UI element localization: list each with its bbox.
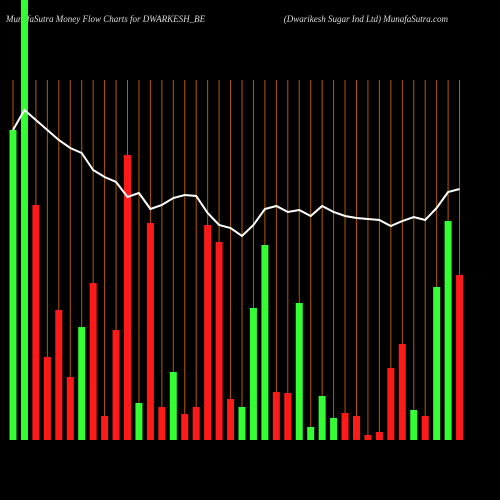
bar — [9, 130, 17, 440]
bar — [261, 245, 269, 440]
bar — [89, 283, 97, 440]
bar — [192, 407, 200, 440]
bar — [146, 223, 154, 440]
chart-title: MunafaSutra Money Flow Charts for DWARKE… — [5, 14, 206, 24]
bar — [124, 155, 131, 440]
bar — [284, 393, 292, 440]
bar — [444, 221, 452, 440]
bar — [353, 416, 360, 440]
bar — [421, 416, 429, 440]
bar — [295, 303, 303, 440]
bar — [66, 377, 74, 440]
bar — [215, 242, 223, 440]
bar — [238, 407, 246, 440]
bar — [318, 396, 326, 440]
bar — [135, 403, 143, 440]
bar — [330, 418, 338, 440]
chart-subtitle: (Dwarikesh Sugar Ind Ltd) MunafaSutra.co… — [284, 14, 449, 24]
bar — [307, 427, 315, 440]
bar — [43, 357, 51, 440]
bar — [272, 392, 280, 440]
bar — [398, 344, 406, 440]
bar — [112, 330, 120, 440]
bar — [101, 416, 109, 440]
bar — [387, 368, 395, 440]
bar — [375, 432, 383, 440]
bar — [32, 205, 40, 440]
bar — [204, 225, 212, 440]
bar — [227, 399, 235, 440]
bar — [341, 413, 349, 440]
bar — [433, 287, 441, 440]
bar — [55, 310, 63, 440]
bar — [78, 327, 86, 440]
bar — [20, 0, 28, 440]
bar — [364, 435, 372, 440]
bar — [169, 372, 177, 440]
bar — [410, 410, 418, 440]
money-flow-line — [12, 108, 460, 238]
bar — [456, 275, 464, 440]
bar — [249, 308, 257, 440]
bar — [181, 414, 189, 440]
bar — [158, 407, 166, 440]
